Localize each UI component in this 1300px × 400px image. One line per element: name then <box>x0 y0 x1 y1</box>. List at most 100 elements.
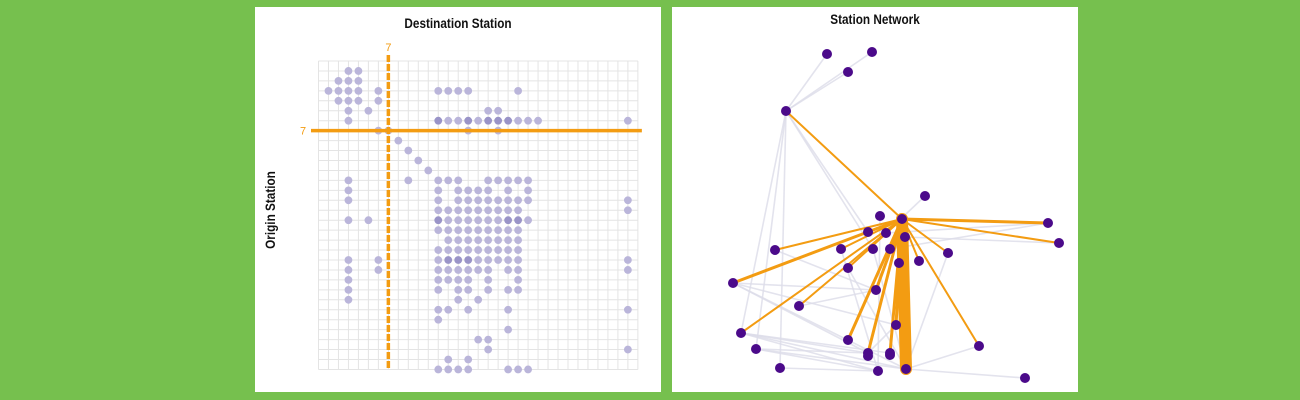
matrix-cell-dot <box>504 206 513 215</box>
matrix-cell-dot <box>494 206 503 215</box>
matrix-cell-dot <box>484 236 493 245</box>
matrix-cell-dot <box>344 276 353 284</box>
station-node <box>900 232 910 242</box>
od-matrix-chart[interactable]: 77 <box>255 7 661 392</box>
matrix-cell-dot <box>414 156 423 165</box>
matrix-cell-dot <box>454 256 463 264</box>
highlight-edge <box>785 110 903 220</box>
matrix-cell-dot <box>504 236 513 245</box>
matrix-cell-dot <box>434 266 443 274</box>
station-node <box>920 191 930 201</box>
matrix-cell-dot <box>374 96 383 105</box>
matrix-cell-dot <box>504 196 513 205</box>
matrix-cell-dot <box>344 256 353 264</box>
faint-edge <box>905 345 980 370</box>
matrix-cell-dot <box>444 266 453 274</box>
station-network-chart[interactable] <box>672 7 1078 392</box>
matrix-cell-dot <box>434 315 443 324</box>
matrix-cell-dot <box>494 116 503 125</box>
highlight-destination-label: 7 <box>385 42 391 54</box>
matrix-cell-dot <box>434 196 443 205</box>
matrix-cell-dot <box>464 116 473 125</box>
matrix-cell-dot <box>344 176 353 185</box>
matrix-cell-dot <box>514 276 522 284</box>
matrix-cell-dot <box>444 305 453 314</box>
matrix-cell-dot <box>514 266 522 274</box>
matrix-cell-dot <box>484 116 493 125</box>
station-node <box>901 364 911 374</box>
station-node <box>736 328 746 338</box>
matrix-cell-dot <box>344 266 353 274</box>
matrix-cell-dot <box>474 256 483 264</box>
station-node <box>943 248 953 258</box>
matrix-cell-dot <box>514 226 522 235</box>
matrix-cell-dot <box>484 345 493 354</box>
station-node <box>770 245 780 255</box>
matrix-cell-dot <box>514 176 522 185</box>
highlight-edge <box>901 218 920 262</box>
matrix-cell-dot <box>484 256 493 264</box>
faint-edge <box>755 348 907 370</box>
matrix-cell-dot <box>454 176 463 185</box>
matrix-cell-dot <box>464 256 473 264</box>
station-node <box>843 335 853 345</box>
matrix-cell-dot <box>484 196 493 205</box>
matrix-cell-dot <box>504 305 513 314</box>
highlight-edge <box>901 218 980 347</box>
station-node <box>843 263 853 273</box>
station-node <box>863 351 873 361</box>
matrix-cell-dot <box>344 86 353 95</box>
matrix-title: Destination Station <box>404 15 512 31</box>
matrix-cell-dot <box>514 216 522 225</box>
matrix-cell-dot <box>494 216 503 225</box>
matrix-cell-dot <box>454 276 463 284</box>
matrix-grid <box>318 60 639 370</box>
station-node <box>843 67 853 77</box>
highlight-edge <box>901 218 1060 244</box>
matrix-cell-dot <box>434 206 443 215</box>
matrix-cell-dot <box>454 365 463 374</box>
matrix-cell-dot <box>464 246 473 254</box>
matrix-cell-dot <box>334 77 343 85</box>
matrix-cell-dot <box>454 246 463 254</box>
station-node <box>1054 238 1064 248</box>
matrix-cell-dot <box>474 335 483 344</box>
matrix-cell-dot <box>444 365 453 374</box>
matrix-cell-dot <box>354 86 363 95</box>
matrix-cell-dot <box>434 276 443 284</box>
matrix-cell-dot <box>464 186 473 195</box>
matrix-cell-dot <box>454 295 463 304</box>
matrix-cell-dot <box>484 226 493 235</box>
matrix-cell-dot <box>484 176 493 185</box>
matrix-cell-dot <box>474 196 483 205</box>
matrix-cell-dot <box>504 246 513 254</box>
matrix-cell-dot <box>344 186 353 195</box>
station-node <box>885 350 895 360</box>
faint-edge <box>740 110 787 334</box>
matrix-cell-dot <box>454 86 463 95</box>
matrix-cell-dot <box>514 256 522 264</box>
highlight-edge <box>900 217 1050 225</box>
matrix-cell-dot <box>524 176 532 185</box>
matrix-cell-dot <box>374 256 383 264</box>
matrix-cell-dot <box>444 226 453 235</box>
matrix-cell-dot <box>464 355 473 364</box>
highlight-edge <box>774 218 903 251</box>
matrix-cell-dot <box>364 216 373 225</box>
matrix-cell-dot <box>514 365 522 374</box>
matrix-cell-dot <box>434 216 443 225</box>
matrix-cell-dot <box>623 345 632 354</box>
station-node <box>751 344 761 354</box>
faint-edge <box>755 348 869 354</box>
matrix-cell-dot <box>434 256 443 264</box>
station-node <box>781 106 791 116</box>
matrix-cell-dot <box>344 116 353 125</box>
matrix-cell-dot <box>514 285 522 294</box>
matrix-cell-dot <box>444 116 453 125</box>
matrix-cell-dot <box>434 176 443 185</box>
faint-edge <box>889 222 1049 250</box>
highlight-edge <box>740 218 903 334</box>
matrix-cell-dot <box>494 176 503 185</box>
station-node <box>728 278 738 288</box>
